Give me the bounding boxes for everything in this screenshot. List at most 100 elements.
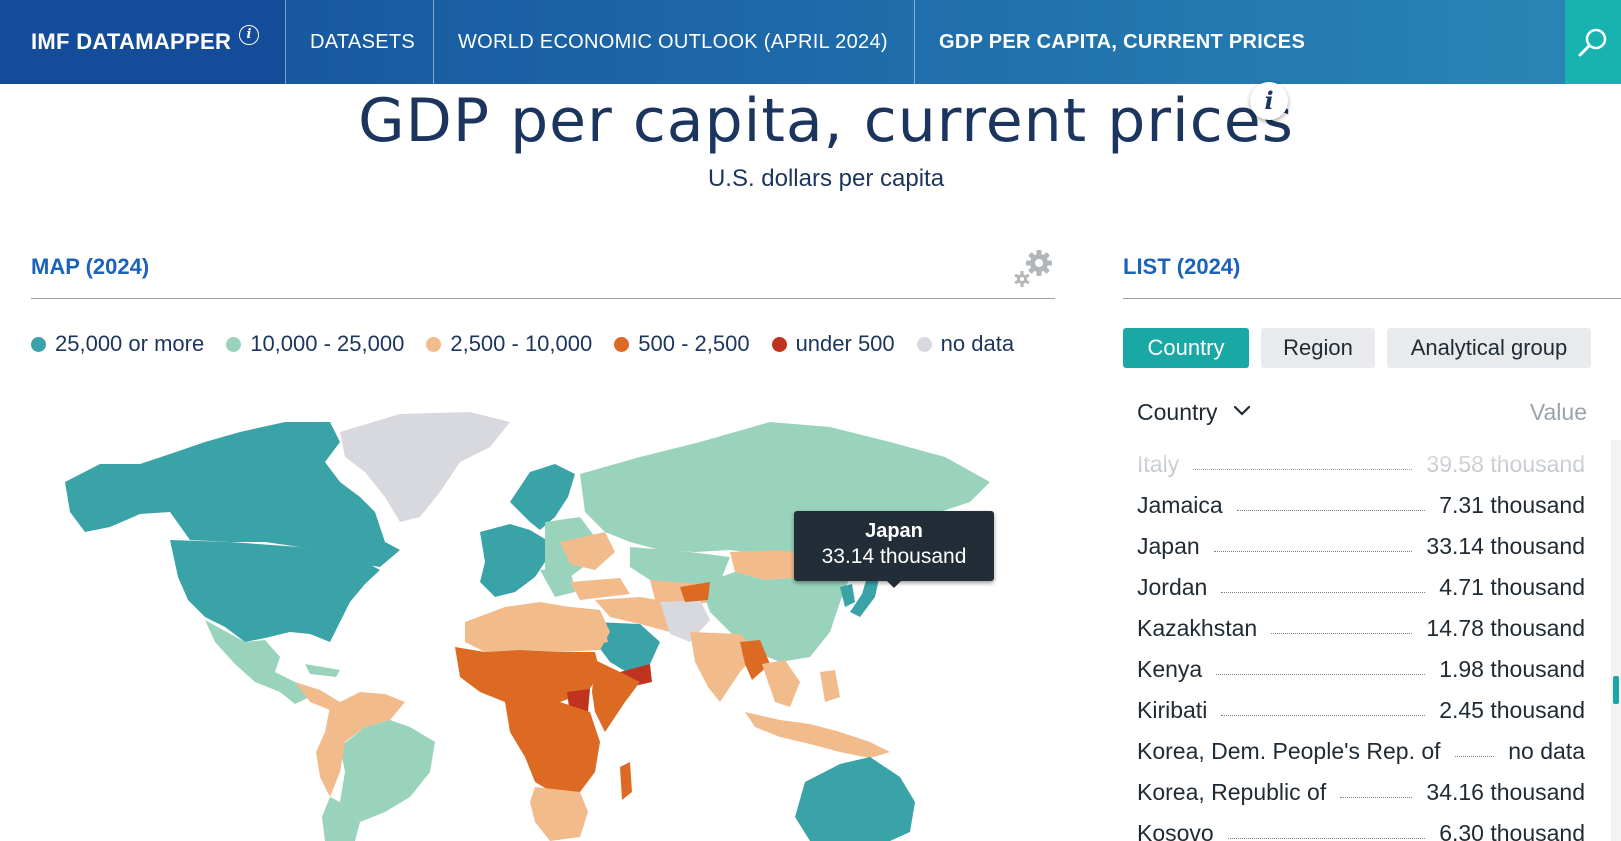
leader-dots (1340, 796, 1413, 798)
list-item-value: 2.45 thousand (1439, 696, 1585, 723)
map-region-central-america[interactable] (295, 682, 340, 710)
map-region-peru-bolivia[interactable] (316, 732, 345, 797)
list-item[interactable]: Kazakhstan 14.78 thousand (1137, 611, 1585, 645)
list-item[interactable]: Italy 39.58 thousand (1137, 447, 1585, 481)
map-region-india[interactable] (690, 632, 758, 702)
legend-item[interactable]: 2,500 - 10,000 (426, 330, 592, 358)
legend-label: 500 - 2,500 (638, 331, 750, 356)
chevron-down-icon[interactable] (1233, 404, 1251, 418)
legend-label: 25,000 or more (55, 331, 205, 356)
search-icon (1578, 28, 1607, 57)
page-title: GDP per capita, current prices (358, 86, 1294, 156)
map-region-caribbean[interactable] (305, 664, 340, 677)
list-scrollbar-thumb[interactable] (1613, 676, 1619, 704)
brand-link[interactable]: IMF DATAMAPPER i (0, 0, 286, 84)
page-subtitle: U.S. dollars per capita (707, 165, 945, 192)
map-region-brazil[interactable] (340, 720, 435, 822)
legend-swatch (31, 336, 46, 352)
leader-dots (1213, 550, 1413, 552)
list-scrollbar[interactable] (1611, 440, 1621, 841)
map-region-saudi-arabia[interactable] (595, 622, 660, 674)
value-column-header[interactable]: Value (1529, 399, 1587, 425)
map-region-balkans[interactable] (540, 567, 575, 597)
list-item[interactable]: Jordan 4.71 thousand (1137, 570, 1585, 604)
leader-dots (1221, 591, 1426, 593)
map-region-kazakhstan[interactable] (630, 547, 730, 587)
list-item[interactable]: Japan 33.14 thousand (1137, 529, 1585, 563)
map-region-indonesia[interactable] (745, 712, 890, 758)
legend-label: under 500 (795, 331, 895, 356)
map-region-iran-afghanistan[interactable] (660, 600, 710, 642)
map-region-madagascar[interactable] (620, 762, 632, 800)
map-region-sahel-west-africa[interactable] (455, 647, 600, 707)
legend-item[interactable]: 10,000 - 25,000 (226, 330, 404, 358)
map-tooltip: Japan 33.14 thousand (794, 511, 994, 581)
map-region-southern-africa[interactable] (530, 787, 588, 841)
map-region-mexico[interactable] (205, 620, 310, 704)
map-region-philippines[interactable] (820, 670, 840, 702)
map-region-egypt[interactable] (570, 607, 608, 647)
list-item-name: Kiribati (1137, 696, 1208, 723)
datasets-link[interactable]: DATASETS (286, 0, 434, 84)
map-region-myanmar[interactable] (740, 640, 770, 680)
map-region-central-africa[interactable] (505, 702, 600, 794)
list-item[interactable]: Kiribati 2.45 thousand (1137, 693, 1585, 727)
map-region-ukraine[interactable] (560, 532, 615, 570)
info-icon[interactable]: i (1250, 82, 1288, 120)
map-region-horn-of-africa[interactable] (592, 660, 640, 732)
map-divider (31, 298, 1055, 299)
legend-swatch (771, 336, 787, 352)
map-region-greenland[interactable] (340, 412, 510, 522)
info-circle-icon[interactable]: i (239, 25, 260, 45)
map-region-korea[interactable] (840, 584, 855, 607)
world-map[interactable] (40, 402, 1040, 841)
list-item[interactable]: Korea, Republic of 34.16 thousand (1137, 775, 1585, 809)
legend-swatch (226, 336, 242, 352)
indicator-breadcrumb[interactable]: GDP PER CAPITA, CURRENT PRICES (939, 30, 1306, 53)
map-region-australia[interactable] (795, 757, 915, 841)
legend-swatch (916, 336, 932, 352)
legend-item[interactable]: 500 - 2,500 (614, 330, 750, 358)
list-item-value: 4.71 thousand (1439, 573, 1585, 600)
dataset-breadcrumb[interactable]: WORLD ECONOMIC OUTLOOK (APRIL 2024) (434, 0, 915, 84)
gear-icon[interactable] (1012, 248, 1056, 297)
list-item-value: 14.78 thousand (1426, 614, 1585, 641)
list-item[interactable]: Korea, Dem. People's Rep. of no data (1137, 734, 1585, 768)
tab-region[interactable]: Region (1261, 328, 1375, 368)
map-legend: 25,000 or more 10,000 - 25,000 2,500 - 1… (31, 330, 1041, 358)
leader-dots (1193, 468, 1413, 470)
top-nav: IMF DATAMAPPER i DATASETS WORLD ECONOMIC… (0, 0, 1621, 84)
list-item-value: 33.14 thousand (1426, 532, 1585, 559)
list-item-value: 39.58 thousand (1426, 450, 1585, 477)
map-region-scandinavia[interactable] (510, 464, 575, 530)
map-region-usa[interactable] (170, 540, 380, 642)
map-region-afghanistan[interactable] (680, 582, 710, 602)
list-item-name: Italy (1137, 450, 1180, 477)
country-list: Italy 39.58 thousand Jamaica 7.31 thousand… (1137, 447, 1585, 841)
leader-dots (1236, 509, 1426, 511)
legend-label: 10,000 - 25,000 (250, 331, 405, 356)
legend-item[interactable]: under 500 (771, 330, 895, 358)
list-item[interactable]: Jamaica 7.31 thousand (1137, 488, 1585, 522)
map-region-southeast-asia[interactable] (762, 660, 800, 707)
list-item-value: 7.31 thousand (1439, 491, 1585, 518)
legend-swatch (426, 336, 442, 352)
list-item-name: Korea, Republic of (1137, 778, 1327, 805)
tab-country[interactable]: Country (1123, 328, 1249, 368)
search-button[interactable] (1565, 0, 1621, 84)
tooltip-country: Japan (865, 520, 923, 542)
list-item-name: Kosovo (1137, 819, 1214, 841)
country-column-header[interactable]: Country (1137, 399, 1218, 425)
map-region-southern-cone[interactable] (322, 797, 360, 841)
legend-item[interactable]: no data (916, 330, 1014, 358)
map-region-canada[interactable] (65, 422, 400, 567)
map-region-turkey[interactable] (570, 578, 630, 600)
map-region-south-america-north[interactable] (325, 692, 405, 742)
leader-dots (1216, 673, 1426, 675)
map-region-western-europe[interactable] (480, 524, 550, 597)
tab-analytical-group[interactable]: Analytical group (1387, 328, 1591, 368)
list-item[interactable]: Kosovo 6.30 thousand (1137, 816, 1585, 841)
list-item[interactable]: Kenya 1.98 thousand (1137, 652, 1585, 686)
legend-item[interactable]: 25,000 or more (31, 330, 204, 358)
list-item-name: Jamaica (1137, 491, 1223, 518)
